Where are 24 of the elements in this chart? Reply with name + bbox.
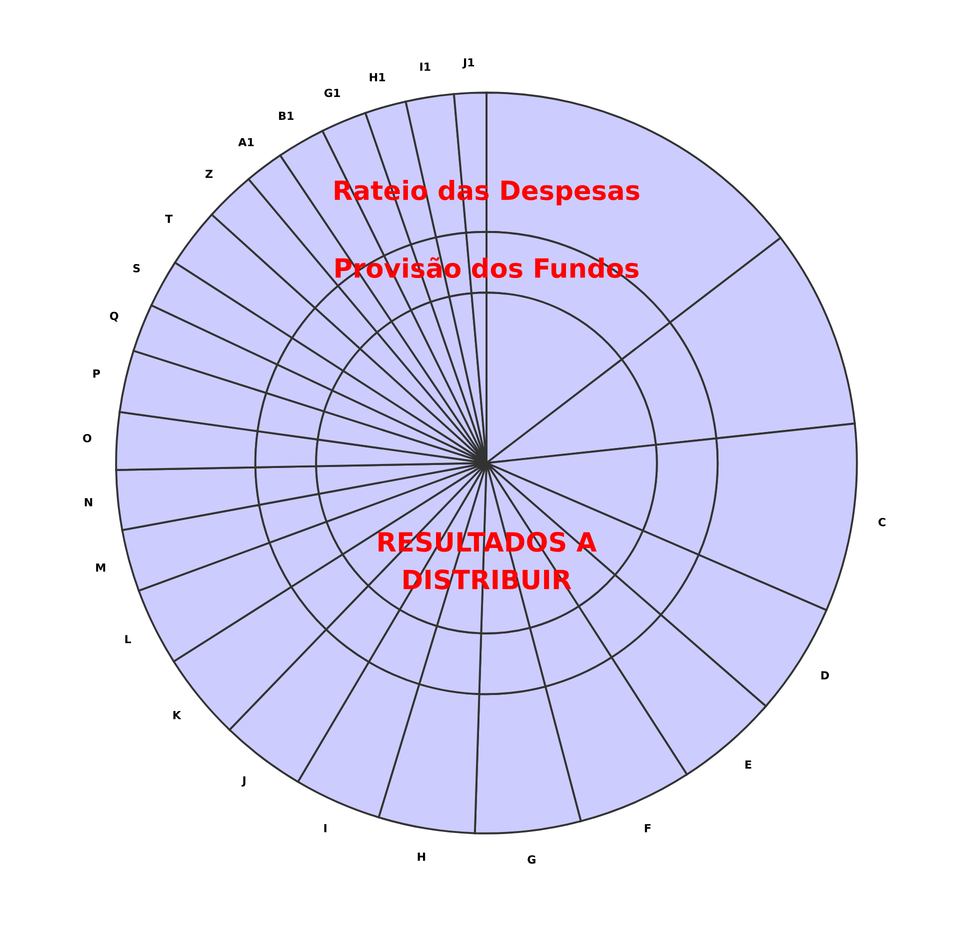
- slice-label: C: [878, 518, 886, 526]
- slice-label: I1: [420, 62, 430, 71]
- slice-label: J: [242, 776, 246, 787]
- slice-label: G: [528, 855, 536, 864]
- slice-label: G1: [324, 88, 340, 98]
- slice-label: M: [96, 564, 106, 572]
- slice-label: P: [93, 369, 100, 378]
- slice-label: E: [745, 760, 752, 769]
- slice-label: Q: [110, 312, 118, 322]
- slice-label: L: [125, 635, 132, 644]
- slice-label: I: [324, 824, 326, 832]
- slice-label: H: [418, 852, 426, 861]
- slice-label: T: [165, 214, 173, 223]
- slice-label: S: [133, 264, 140, 272]
- slice-label: B1: [279, 112, 294, 120]
- slice-label: H1: [370, 73, 386, 82]
- slice-label: A1: [238, 138, 254, 146]
- slice-label: K: [173, 711, 182, 720]
- slice-label: F: [644, 824, 651, 832]
- slice-label: Z: [205, 170, 213, 178]
- slice-label: J1: [462, 58, 474, 69]
- slice-label: N: [84, 498, 92, 506]
- slice-label: O: [83, 434, 92, 442]
- slice-label: D: [821, 671, 829, 680]
